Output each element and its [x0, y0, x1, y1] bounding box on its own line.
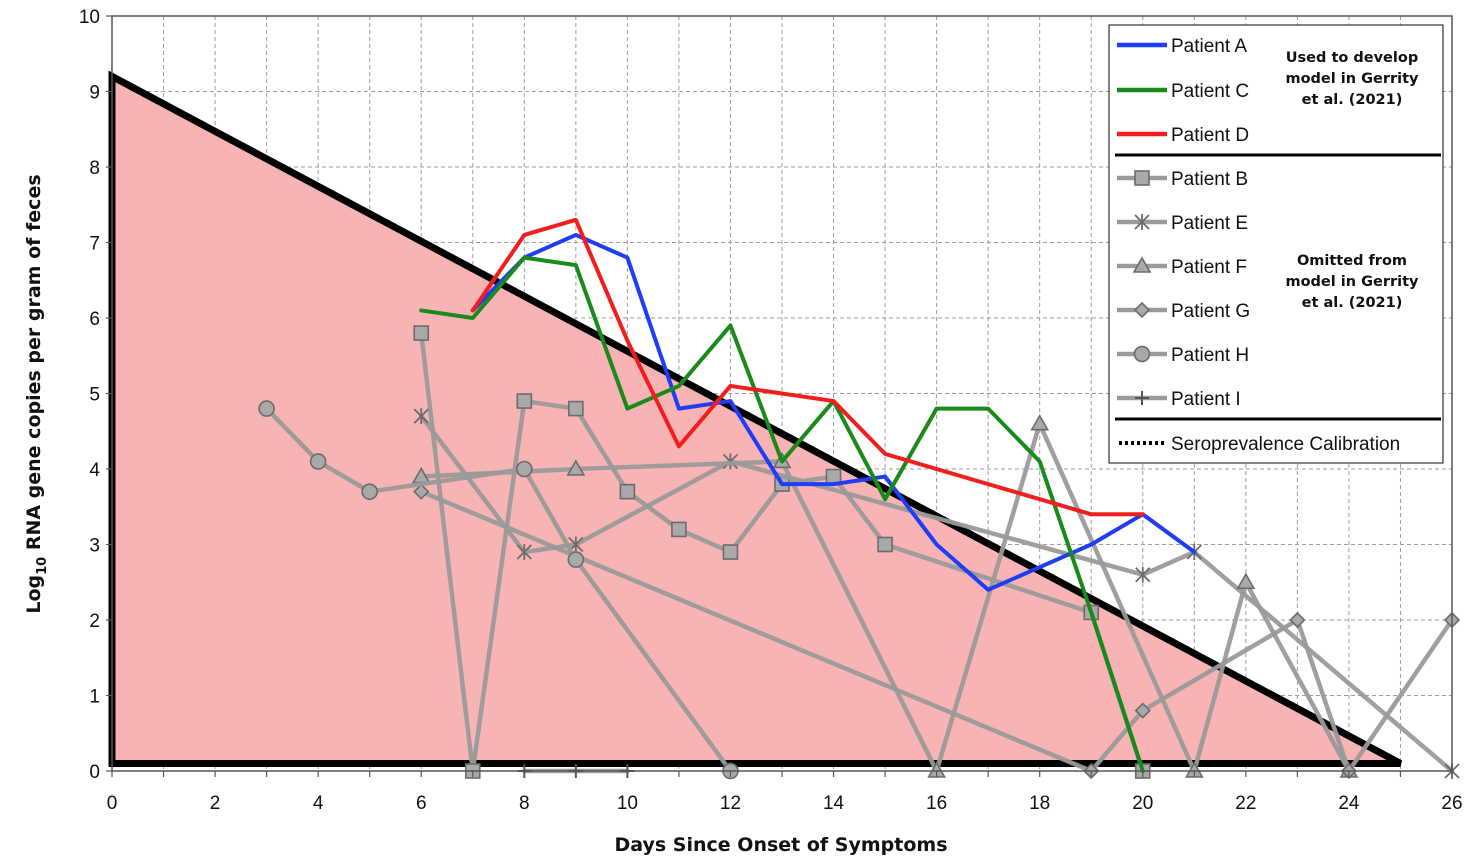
marker-square — [671, 521, 687, 538]
x-tick-label: 14 — [823, 793, 845, 814]
x-tick-label: 2 — [210, 793, 221, 814]
x-tick-label: 16 — [926, 793, 947, 814]
x-tick-label: 26 — [1441, 793, 1462, 814]
series-line-patient-h — [264, 406, 733, 774]
marker-diamond — [1134, 702, 1151, 719]
legend-item: Patient H — [1117, 345, 1249, 366]
series-line-patient-a — [470, 232, 1197, 592]
legend-label: Patient G — [1171, 301, 1250, 322]
x-axis-title: Days Since Onset of Symptoms — [614, 834, 947, 856]
legend-label: Patient B — [1171, 169, 1248, 190]
x-tick-label: 24 — [1338, 793, 1360, 814]
marker-square — [1134, 170, 1150, 186]
x-tick-label: 4 — [313, 793, 324, 814]
y-tick-label: 6 — [89, 309, 100, 330]
legend-item: Seroprevalence Calibration — [1119, 434, 1400, 455]
y-tick-label: 9 — [89, 83, 100, 104]
legend-group-note: et al. (2021) — [1302, 92, 1403, 108]
marker-diamond — [1289, 611, 1306, 629]
y-axis-title: Log10 RNA gene copies per gram of feces — [23, 174, 50, 613]
y-tick-label: 4 — [89, 460, 100, 481]
marker-circle — [516, 460, 533, 478]
y-axis-title-subscript: 10 — [35, 557, 50, 575]
y-tick-label: 1 — [89, 687, 100, 708]
x-tick-label: 8 — [519, 793, 530, 814]
y-axis-title-suffix: RNA gene copies per gram of feces — [23, 174, 45, 556]
series-line-patient-d — [470, 217, 1145, 517]
series-line-patient-g — [418, 489, 1455, 774]
y-tick-label: 0 — [89, 762, 100, 783]
legend-item: Patient D — [1117, 125, 1249, 146]
legend-label: Seroprevalence Calibration — [1171, 434, 1400, 455]
legend-item: Patient A — [1117, 36, 1247, 57]
legend-group-note: model in Gerrity — [1285, 274, 1419, 290]
marker-asterisk — [413, 408, 429, 425]
marker-triangle — [566, 459, 586, 476]
legend-group-note: Omitted from — [1297, 253, 1407, 269]
y-tick-label: 5 — [89, 385, 100, 406]
x-tick-label: 12 — [720, 793, 741, 814]
legend-group-note: Used to develop — [1286, 50, 1418, 66]
marker-square — [516, 393, 533, 409]
legend-group-note: et al. (2021) — [1302, 295, 1403, 311]
series-line-patient-f — [418, 421, 1352, 774]
marker-asterisk — [516, 544, 532, 561]
marker-asterisk — [1135, 566, 1151, 583]
marker-circle — [567, 551, 585, 568]
marker-square — [877, 536, 893, 553]
marker-diamond — [413, 483, 430, 500]
x-tick-label: 0 — [107, 793, 118, 814]
y-tick-label: 3 — [89, 536, 100, 557]
marker-triangle — [1030, 414, 1050, 431]
x-tick-label: 10 — [617, 793, 638, 814]
legend-label: Patient A — [1171, 36, 1247, 57]
legend-item: Patient E — [1117, 213, 1248, 234]
legend-item: Patient B — [1117, 169, 1248, 190]
x-tick-label: 20 — [1132, 793, 1153, 814]
marker-circle — [258, 400, 275, 417]
marker-square — [619, 483, 636, 500]
legend-group-note: model in Gerrity — [1285, 71, 1419, 87]
series-patient-a — [470, 232, 1197, 592]
marker-circle — [361, 483, 378, 500]
marker-plus — [1135, 391, 1149, 405]
y-tick-labels: 0 1 2 3 4 5 6 7 8 9 10 — [79, 7, 101, 783]
x-tick-label: 18 — [1029, 793, 1050, 814]
legend-item: Patient F — [1117, 256, 1247, 278]
legend-item: Patient I — [1117, 389, 1241, 410]
marker-square — [568, 400, 584, 417]
x-tick-labels: 0 2 4 6 8 10 12 14 16 18 20 22 24 26 — [107, 793, 1463, 814]
marker-triangle — [1236, 572, 1256, 590]
legend-label: Patient I — [1171, 389, 1241, 410]
legend-item: Patient C — [1117, 81, 1249, 102]
legend-label: Patient E — [1171, 213, 1248, 234]
x-tick-label: 22 — [1235, 793, 1256, 814]
plot-frame — [106, 15, 1453, 777]
series-patient-c — [419, 255, 1145, 773]
legend-label: Patient C — [1171, 81, 1249, 102]
marker-square — [413, 325, 430, 341]
legend-label: Patient H — [1171, 345, 1249, 366]
y-tick-label: 8 — [89, 158, 100, 179]
legend-item: Patient G — [1117, 301, 1250, 322]
marker-circle — [1133, 345, 1151, 363]
legend-box — [1108, 24, 1444, 464]
marker-square — [722, 544, 739, 560]
y-tick-label: 2 — [89, 611, 100, 632]
series-patient-d — [470, 217, 1145, 517]
series-line-patient-c — [419, 255, 1145, 773]
legend-label: Patient F — [1171, 257, 1247, 278]
legend-label: Patient D — [1171, 125, 1249, 146]
marker-diamond — [1133, 301, 1151, 319]
marker-triangle — [1132, 256, 1152, 273]
x-tick-label: 6 — [416, 793, 427, 814]
series-line-patient-b — [418, 330, 1146, 774]
legend: Patient A Patient C Patient D Used to devel… — [1108, 24, 1444, 464]
y-axis-title-prefix: Log — [23, 575, 45, 614]
y-tick-label: 7 — [89, 234, 100, 255]
marker-circle — [309, 453, 327, 470]
y-tick-label: 10 — [79, 7, 100, 28]
marker-asterisk — [1134, 214, 1150, 230]
